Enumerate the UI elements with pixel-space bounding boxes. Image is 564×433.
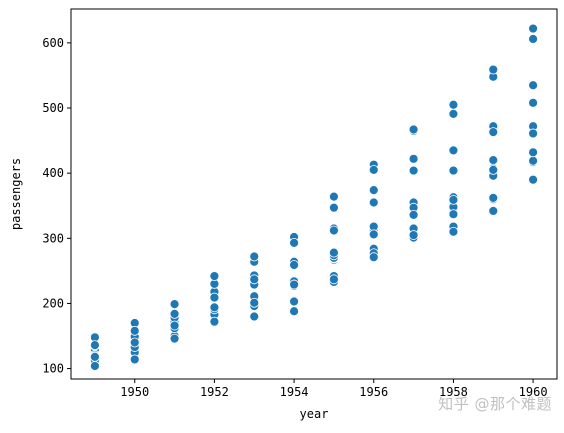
- data-point: [329, 247, 339, 258]
- data-point: [289, 296, 299, 307]
- data-point: [528, 80, 538, 91]
- data-point: [488, 193, 499, 203]
- data-point: [169, 308, 180, 319]
- x-tick-label: 1950: [120, 385, 149, 399]
- x-tick-label: 1956: [359, 385, 388, 399]
- y-tick-label: 400: [42, 166, 64, 180]
- data-point: [129, 325, 140, 336]
- data-point: [169, 320, 180, 331]
- data-point: [249, 274, 260, 285]
- data-point: [249, 251, 260, 262]
- data-point: [329, 225, 339, 236]
- data-point: [448, 165, 459, 176]
- y-tick-label: 300: [42, 231, 64, 245]
- data-point: [488, 64, 499, 75]
- data-point: [289, 260, 299, 270]
- data-point: [408, 165, 419, 176]
- data-point: [90, 340, 100, 351]
- data-point: [528, 155, 538, 166]
- data-point: [408, 124, 419, 135]
- y-tick-label: 200: [42, 296, 64, 310]
- data-point: [249, 311, 260, 322]
- data-point: [368, 164, 379, 175]
- x-tick-label: 1952: [200, 385, 229, 399]
- data-point: [329, 191, 339, 202]
- data-point: [528, 97, 538, 108]
- y-axis: 100 200 300 400 500 600: [42, 36, 71, 376]
- x-axis-title: year: [300, 407, 329, 421]
- data-point: [448, 194, 459, 205]
- y-axis-title: passengers: [9, 158, 23, 230]
- data-point: [488, 206, 499, 216]
- data-point: [209, 302, 220, 313]
- watermark-text: 知乎 @那个难题: [438, 395, 552, 413]
- data-point: [408, 230, 419, 240]
- data-point: [408, 153, 419, 164]
- y-tick-label: 100: [42, 362, 64, 376]
- data-point: [448, 99, 459, 110]
- data-point: [528, 23, 538, 34]
- data-point: [289, 306, 299, 317]
- data-point: [448, 226, 459, 237]
- y-tick-label: 600: [42, 36, 64, 50]
- x-tick-label: 1960: [519, 385, 548, 399]
- y-tick-label: 500: [42, 101, 64, 115]
- x-tick-label: 1954: [280, 385, 309, 399]
- data-point: [408, 209, 419, 220]
- data-point: [368, 197, 379, 208]
- x-tick-label: 1958: [439, 385, 468, 399]
- data-point: [329, 274, 339, 285]
- data-point: [448, 209, 459, 220]
- data-point: [528, 34, 538, 44]
- data-point: [209, 316, 220, 327]
- plot-area-frame: [70, 8, 558, 380]
- data-point: [528, 128, 538, 139]
- data-point: [329, 202, 339, 213]
- data-point: [448, 145, 459, 156]
- data-point: [488, 127, 499, 138]
- data-point: [289, 279, 299, 290]
- data-point: [90, 361, 100, 371]
- data-point: [368, 229, 379, 240]
- data-point: [528, 147, 538, 158]
- data-point: [169, 333, 180, 344]
- data-point: [169, 299, 180, 309]
- data-point: [488, 155, 499, 166]
- data-point: [448, 108, 459, 119]
- data-point: [129, 354, 140, 365]
- data-point: [249, 297, 260, 308]
- x-axis: 1950 1952 1954 1956 1958 1960: [120, 379, 548, 399]
- data-point: [528, 174, 538, 185]
- data-point: [129, 337, 140, 348]
- data-points: [90, 23, 538, 371]
- data-point: [90, 351, 100, 362]
- data-point: [289, 237, 299, 248]
- data-point: [368, 252, 379, 263]
- data-point: [209, 271, 220, 281]
- data-point: [209, 292, 220, 303]
- data-point: [368, 185, 379, 195]
- data-point: [488, 164, 499, 175]
